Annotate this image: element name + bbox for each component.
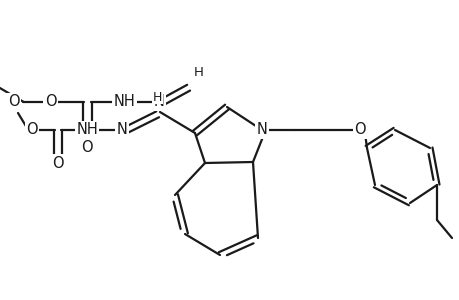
Text: NH: NH	[76, 122, 98, 137]
Text: H: H	[153, 91, 162, 104]
Text: O: O	[26, 122, 38, 137]
Text: NH: NH	[113, 94, 135, 109]
Text: N: N	[153, 94, 164, 109]
Text: N: N	[256, 122, 267, 137]
Text: O: O	[81, 140, 93, 155]
Text: H: H	[194, 66, 204, 79]
Text: O: O	[45, 94, 56, 109]
Text: O: O	[52, 155, 64, 170]
Text: O: O	[353, 122, 365, 137]
Text: N: N	[116, 122, 127, 137]
Text: O: O	[8, 94, 19, 109]
